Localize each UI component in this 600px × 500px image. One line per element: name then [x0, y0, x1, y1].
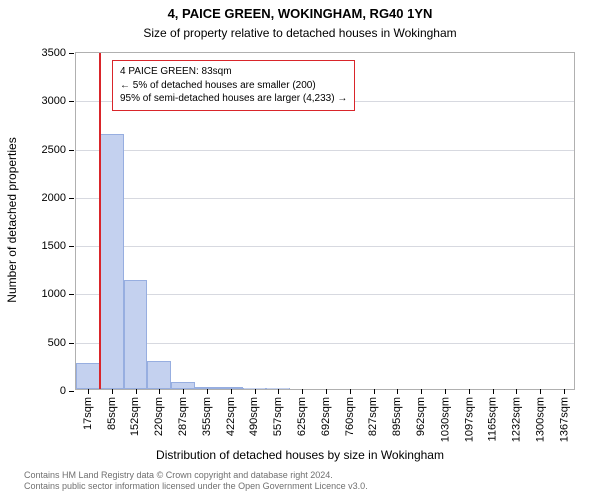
y-tick-label: 2000 [42, 192, 66, 204]
x-tick-label: 625sqm [296, 389, 308, 436]
x-tick-label: 355sqm [201, 389, 213, 436]
x-tick-label: 287sqm [177, 389, 189, 436]
x-tick-label: 220sqm [153, 389, 165, 436]
histogram-bar [124, 280, 148, 389]
histogram-bar [147, 361, 171, 389]
x-tick-label: 1097sqm [463, 389, 475, 442]
footer-line-2: Contains public sector information licen… [24, 481, 600, 492]
legend-line: 95% of semi-detached houses are larger (… [120, 92, 347, 106]
x-tick-label: 17sqm [82, 389, 94, 430]
x-tick-label: 557sqm [272, 389, 284, 436]
chart-title-address: 4, PAICE GREEN, WOKINGHAM, RG40 1YN [0, 6, 600, 21]
x-tick-label: 1030sqm [439, 389, 451, 442]
grid-line [76, 198, 574, 199]
plot-area: 050010001500200025003000350017sqm85sqm15… [75, 52, 575, 390]
x-tick-label: 962sqm [415, 389, 427, 436]
legend-line: 4 PAICE GREEN: 83sqm [120, 65, 347, 79]
x-tick-label: 895sqm [391, 389, 403, 436]
y-tick-label: 3500 [42, 47, 66, 59]
chart-subtitle: Size of property relative to detached ho… [0, 26, 600, 40]
grid-line [76, 246, 574, 247]
x-tick-label: 1300sqm [534, 389, 546, 442]
legend-line: ← 5% of detached houses are smaller (200… [120, 79, 347, 93]
y-tick-label: 2500 [42, 144, 66, 156]
footer-attribution: Contains HM Land Registry data © Crown c… [0, 470, 600, 493]
x-tick-label: 827sqm [368, 389, 380, 436]
property-marker-line [99, 53, 101, 389]
y-tick-label: 1000 [42, 288, 66, 300]
x-tick-label: 85sqm [106, 389, 118, 430]
y-tick-label: 3000 [42, 95, 66, 107]
x-tick-label: 1232sqm [510, 389, 522, 442]
x-tick-label: 692sqm [320, 389, 332, 436]
y-tick-label: 1500 [42, 240, 66, 252]
grid-line [76, 294, 574, 295]
x-tick-label: 422sqm [225, 389, 237, 436]
footer-line-1: Contains HM Land Registry data © Crown c… [24, 470, 600, 481]
property-legend: 4 PAICE GREEN: 83sqm← 5% of detached hou… [112, 60, 355, 111]
x-axis-label: Distribution of detached houses by size … [0, 448, 600, 462]
histogram-bar [100, 134, 124, 389]
grid-line [76, 343, 574, 344]
x-tick-label: 760sqm [344, 389, 356, 436]
x-tick-label: 490sqm [249, 389, 261, 436]
histogram-bar [76, 363, 100, 389]
x-tick-label: 1165sqm [487, 389, 499, 441]
y-tick-label: 500 [48, 337, 66, 349]
x-tick-label: 152sqm [130, 389, 142, 436]
y-axis-label: Number of detached properties [5, 51, 19, 389]
y-tick-label: 0 [60, 385, 66, 397]
x-tick-label: 1367sqm [558, 389, 570, 442]
grid-line [76, 150, 574, 151]
histogram-bar [171, 382, 195, 389]
